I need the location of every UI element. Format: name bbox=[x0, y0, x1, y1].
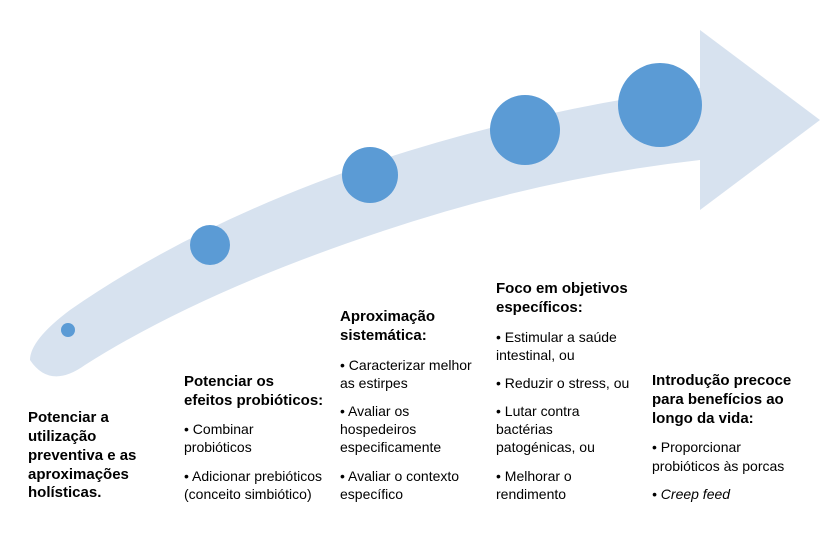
step-title-5: Introdução precoce para benefícios ao lo… bbox=[652, 372, 792, 428]
step-bullet: • Caracterizar melhor as estirpes bbox=[340, 356, 480, 392]
step-bullet: • Estimular a saúde intestinal, ou bbox=[496, 328, 636, 364]
step-bullet: • Avaliar o contexto específico bbox=[340, 467, 480, 503]
columns-container: Potenciar a utilização preventiva e as a… bbox=[0, 0, 820, 553]
step-title-3: Aproximação sistemática: bbox=[340, 308, 480, 346]
step-bullet: • Combinar probióticos bbox=[184, 420, 324, 456]
step-column-1: Potenciar a utilização preventiva e as a… bbox=[20, 39, 176, 513]
step-bullet: • Avaliar os hospedeiros especificamente bbox=[340, 402, 480, 457]
step-title-1: Potenciar a utilização preventiva e as a… bbox=[28, 409, 168, 503]
step-bullets-5: • Proporcionar probióticos às porcas • Cr… bbox=[652, 438, 792, 513]
step-bullets-2: • Combinar probióticos • Adicionar prebió… bbox=[184, 420, 324, 513]
step-column-4: Foco em objetivos específicos: • Estimula… bbox=[488, 70, 644, 513]
step-bullet: • Melhorar o rendimento bbox=[496, 467, 636, 503]
step-bullet: • Adicionar prebióticos (conceito simbió… bbox=[184, 467, 324, 503]
step-column-2: Potenciar os efeitos probióticos: • Combi… bbox=[176, 83, 332, 513]
step-column-5: Introdução precoce para benefícios ao lo… bbox=[644, 172, 800, 513]
step-bullet: • Proporcionar probióticos às porcas bbox=[652, 438, 792, 474]
step-bullets-4: • Estimular a saúde intestinal, ou • Redu… bbox=[496, 328, 636, 514]
step-bullet: • Lutar contra bactérias patogénicas, ou bbox=[496, 402, 636, 457]
step-bullet: • Reduzir o stress, ou bbox=[496, 374, 636, 392]
step-column-3: Aproximação sistemática: • Caracterizar m… bbox=[332, 68, 488, 513]
step-title-2: Potenciar os efeitos probióticos: bbox=[184, 373, 324, 411]
step-bullet: • Creep feed bbox=[652, 485, 792, 503]
step-bullets-3: • Caracterizar melhor as estirpes • Avali… bbox=[340, 356, 480, 513]
step-title-4: Foco em objetivos específicos: bbox=[496, 280, 636, 318]
